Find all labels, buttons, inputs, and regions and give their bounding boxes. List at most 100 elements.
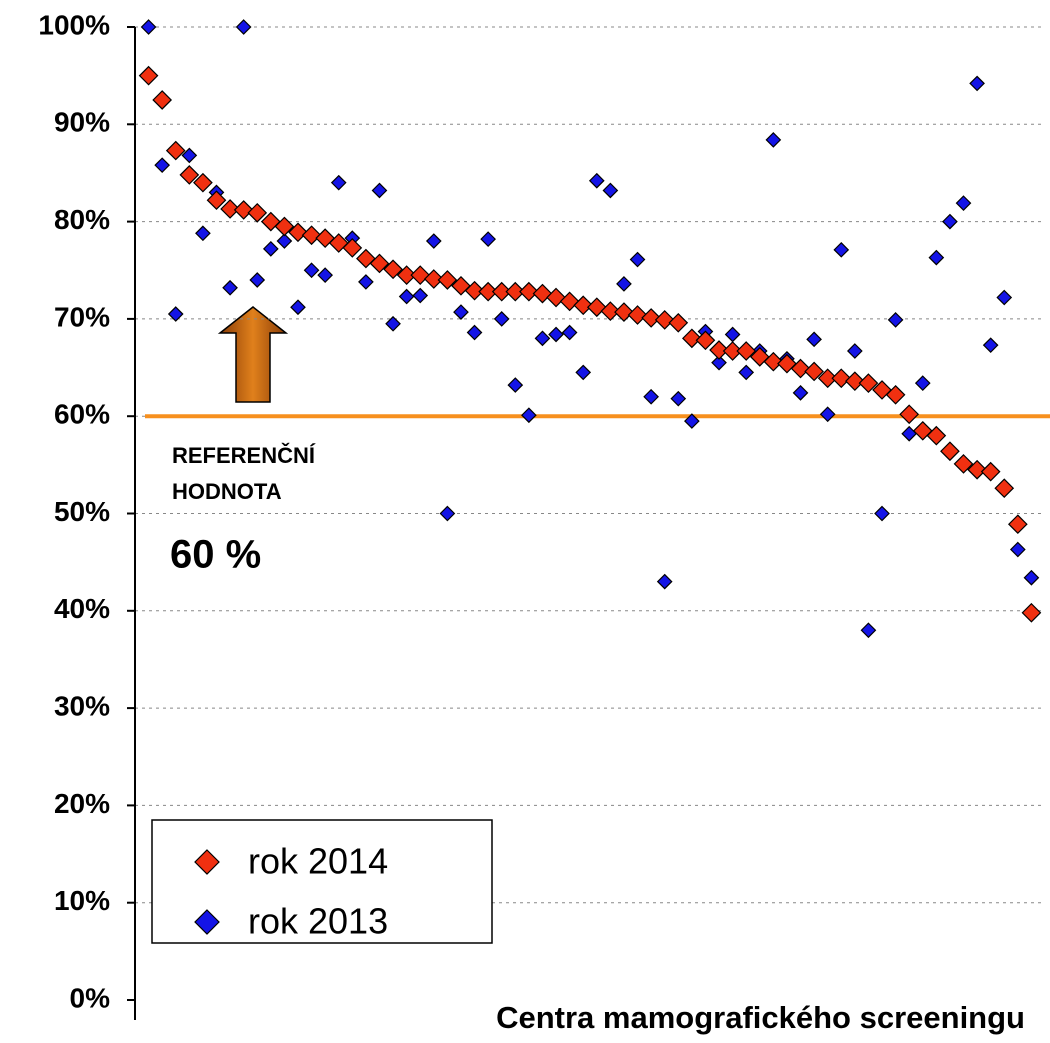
point: [507, 377, 524, 393]
y-tick-label: 100%: [38, 9, 110, 40]
point: [899, 404, 920, 425]
point: [534, 330, 551, 347]
point: [179, 165, 200, 185]
point: [274, 216, 295, 237]
point: [885, 384, 906, 405]
point: [548, 326, 564, 343]
point: [928, 249, 945, 266]
point: [684, 413, 700, 429]
point: [573, 295, 594, 316]
point: [711, 354, 727, 371]
point: [914, 375, 931, 391]
point: [982, 337, 999, 354]
point: [206, 190, 227, 211]
point: [858, 373, 879, 393]
legend-label: rok 2013: [248, 901, 388, 942]
y-tick-label: 50%: [54, 496, 110, 527]
legend-marker: [194, 849, 220, 875]
point: [872, 380, 892, 400]
point: [831, 368, 852, 389]
point: [845, 371, 865, 392]
point: [765, 132, 782, 148]
point: [222, 279, 238, 296]
point: [412, 287, 429, 304]
point: [439, 505, 456, 522]
point: [1021, 602, 1042, 623]
point: [410, 265, 431, 285]
point: [738, 364, 755, 381]
reference-label: 60 %: [170, 533, 261, 577]
point: [480, 231, 496, 247]
legend-label: rok 2014: [248, 841, 388, 882]
point: [641, 308, 661, 328]
point: [165, 140, 186, 161]
point: [260, 211, 281, 232]
point: [369, 253, 390, 274]
y-tick-label: 20%: [54, 788, 110, 819]
point: [940, 441, 960, 462]
point: [996, 289, 1013, 306]
point: [464, 280, 485, 301]
x-axis-label: Centra mamografického screeningu: [496, 1000, 1025, 1035]
point: [233, 200, 254, 220]
point: [887, 312, 904, 328]
point: [301, 225, 322, 246]
point: [942, 213, 958, 230]
point: [1023, 569, 1040, 586]
point: [819, 406, 836, 423]
point: [342, 238, 363, 258]
point: [817, 368, 838, 389]
point: [478, 281, 498, 302]
point: [833, 241, 850, 258]
point: [521, 407, 537, 424]
point: [317, 267, 333, 283]
point: [1009, 541, 1026, 558]
point: [600, 301, 621, 321]
point: [955, 195, 972, 211]
point: [423, 269, 444, 289]
point: [724, 326, 741, 343]
point: [491, 281, 512, 302]
point: [806, 331, 822, 348]
point: [546, 287, 566, 308]
point: [383, 259, 403, 280]
point: [330, 174, 347, 191]
point: [656, 573, 673, 590]
point: [967, 459, 987, 480]
point: [969, 75, 985, 92]
point: [195, 225, 211, 242]
point: [505, 281, 526, 302]
y-tick-label: 30%: [54, 690, 110, 721]
point: [398, 288, 415, 305]
point: [193, 172, 213, 193]
y-tick-label: 40%: [54, 593, 110, 624]
point: [152, 90, 173, 110]
arrow: [217, 306, 289, 403]
point: [290, 299, 306, 316]
point: [736, 341, 757, 361]
point: [629, 251, 646, 268]
point: [154, 157, 171, 174]
point: [804, 361, 824, 382]
point: [994, 478, 1015, 499]
point: [709, 340, 729, 360]
point: [722, 341, 743, 361]
point: [235, 19, 252, 35]
point: [425, 233, 442, 249]
point: [643, 388, 659, 405]
point: [763, 351, 784, 372]
point: [385, 315, 401, 332]
point: [860, 622, 877, 639]
y-tick-label: 60%: [54, 399, 110, 430]
point: [453, 304, 469, 320]
point: [532, 283, 553, 304]
point: [396, 265, 417, 285]
point: [616, 276, 632, 292]
point: [247, 202, 268, 223]
point: [167, 306, 184, 322]
legend-marker: [194, 909, 220, 935]
point: [953, 454, 974, 474]
y-tick-label: 10%: [54, 885, 110, 916]
point: [303, 262, 320, 279]
